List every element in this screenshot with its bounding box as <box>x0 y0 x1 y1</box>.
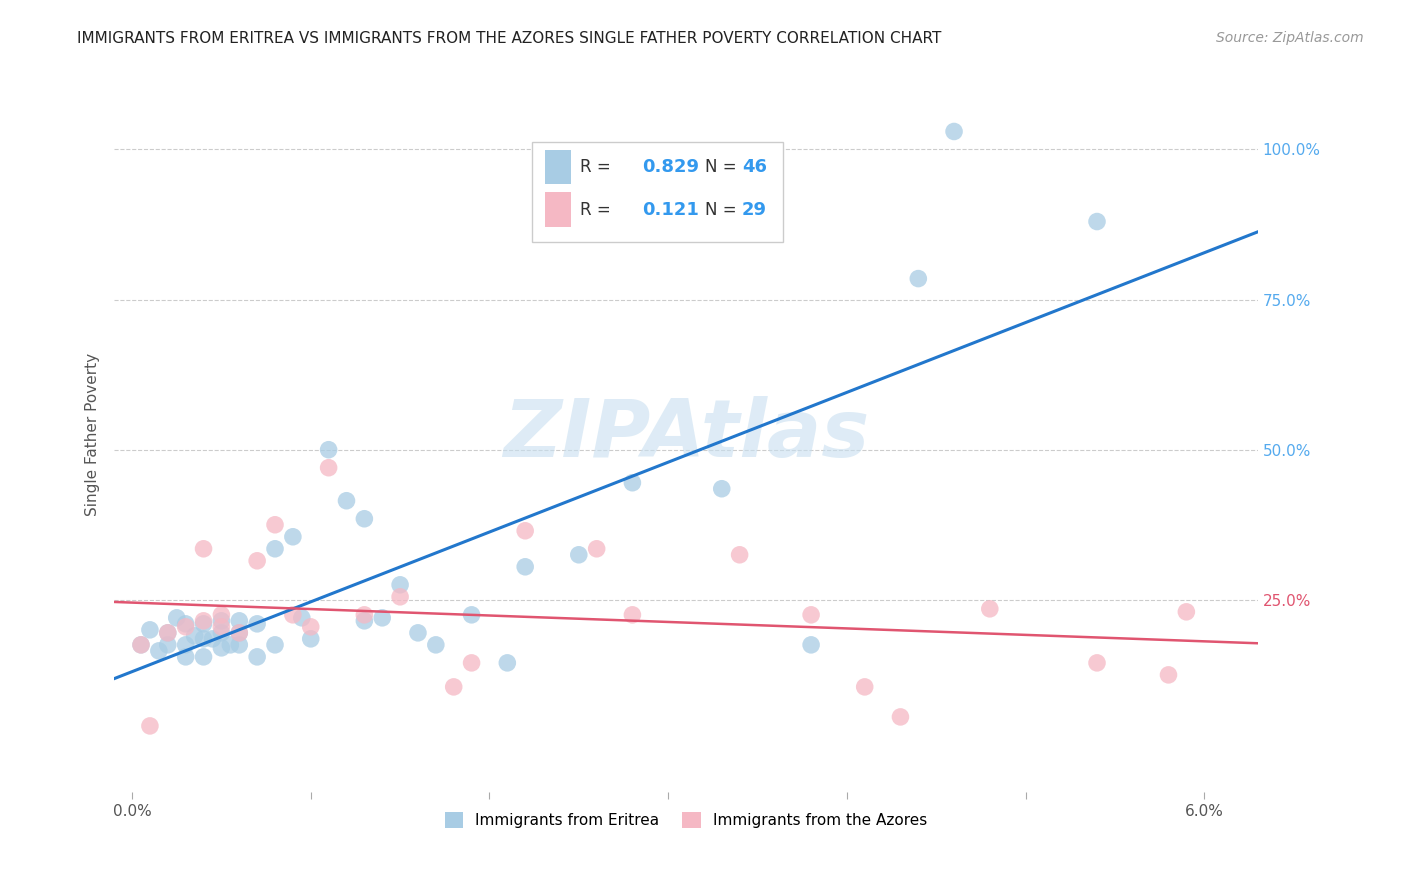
Point <box>193 541 215 556</box>
Point <box>443 680 465 694</box>
Point <box>710 482 733 496</box>
Point <box>139 719 162 733</box>
Point <box>174 620 197 634</box>
Text: 0.121: 0.121 <box>643 201 699 219</box>
Point <box>800 607 823 622</box>
Point <box>291 611 314 625</box>
Text: Source: ZipAtlas.com: Source: ZipAtlas.com <box>1216 31 1364 45</box>
Point <box>264 517 287 532</box>
Text: 29: 29 <box>742 201 768 219</box>
Point <box>209 625 232 640</box>
Point <box>201 632 224 646</box>
Point <box>246 554 269 568</box>
Point <box>299 632 322 646</box>
Bar <box>546 150 571 184</box>
Point <box>193 649 215 664</box>
Point <box>318 460 340 475</box>
Point <box>568 548 591 562</box>
Point <box>460 656 482 670</box>
Point <box>1175 605 1198 619</box>
Point <box>228 614 250 628</box>
Point <box>228 625 250 640</box>
Point <box>193 614 215 628</box>
Point <box>353 607 375 622</box>
Point <box>129 638 152 652</box>
Point <box>389 578 412 592</box>
Point <box>515 559 537 574</box>
Point <box>371 611 394 625</box>
Point <box>166 611 188 625</box>
Point <box>353 512 375 526</box>
Text: N =: N = <box>706 201 742 219</box>
Text: 0.829: 0.829 <box>643 158 700 176</box>
Point <box>264 541 287 556</box>
Point <box>209 640 232 655</box>
Point <box>979 602 1001 616</box>
Point <box>246 649 269 664</box>
Text: N =: N = <box>706 158 742 176</box>
Point <box>209 614 232 628</box>
Point <box>943 124 966 138</box>
Point <box>246 616 269 631</box>
Point <box>1085 656 1108 670</box>
Point <box>139 623 162 637</box>
Point <box>174 616 197 631</box>
Point <box>174 638 197 652</box>
Point <box>853 680 876 694</box>
Point <box>148 644 170 658</box>
Text: R =: R = <box>579 158 616 176</box>
Point <box>299 620 322 634</box>
Point <box>621 475 644 490</box>
Y-axis label: Single Father Poverty: Single Father Poverty <box>86 353 100 516</box>
Point <box>281 530 304 544</box>
Point <box>335 493 357 508</box>
Point <box>728 548 751 562</box>
Point <box>389 590 412 604</box>
Point <box>1085 214 1108 228</box>
Point <box>228 638 250 652</box>
Point <box>281 607 304 622</box>
Point <box>496 656 519 670</box>
Point <box>621 607 644 622</box>
Point <box>406 625 429 640</box>
Point <box>228 625 250 640</box>
Point <box>907 271 929 285</box>
Point <box>193 632 215 646</box>
Point <box>585 541 607 556</box>
Text: R =: R = <box>579 201 621 219</box>
Point <box>156 625 179 640</box>
Point <box>209 620 232 634</box>
Point <box>800 638 823 652</box>
Bar <box>546 193 571 227</box>
Point <box>425 638 447 652</box>
Point <box>515 524 537 538</box>
FancyBboxPatch shape <box>531 142 783 242</box>
Point <box>318 442 340 457</box>
Point <box>1157 668 1180 682</box>
Point <box>183 629 205 643</box>
Point <box>460 607 482 622</box>
Point <box>209 607 232 622</box>
Point <box>174 649 197 664</box>
Point <box>264 638 287 652</box>
Point <box>156 625 179 640</box>
Point <box>889 710 911 724</box>
Point <box>156 638 179 652</box>
Point <box>129 638 152 652</box>
Text: 46: 46 <box>742 158 768 176</box>
Point <box>193 616 215 631</box>
Text: ZIPAtlas: ZIPAtlas <box>503 396 869 474</box>
Point <box>353 614 375 628</box>
Text: IMMIGRANTS FROM ERITREA VS IMMIGRANTS FROM THE AZORES SINGLE FATHER POVERTY CORR: IMMIGRANTS FROM ERITREA VS IMMIGRANTS FR… <box>77 31 942 46</box>
Point <box>219 638 242 652</box>
Legend: Immigrants from Eritrea, Immigrants from the Azores: Immigrants from Eritrea, Immigrants from… <box>439 806 934 834</box>
